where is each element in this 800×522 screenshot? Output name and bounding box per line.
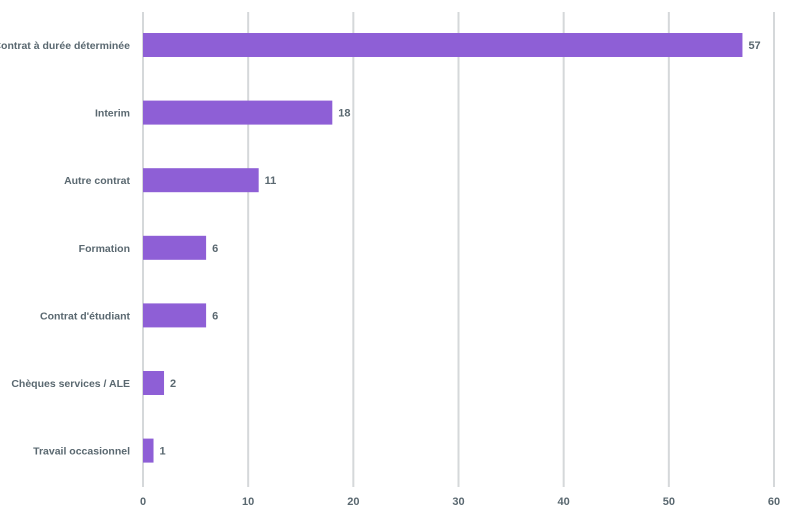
x-tick-label-60: 60: [768, 496, 780, 508]
bar-6: [143, 371, 165, 395]
data-label-3: 11: [265, 175, 277, 187]
x-tick-label-0: 0: [140, 496, 146, 508]
data-label-4: 6: [212, 243, 218, 255]
category-label-6: Chèques services / ALE: [11, 378, 130, 390]
x-tick-label-50: 50: [663, 496, 675, 508]
bar-1: [143, 33, 743, 57]
data-label-6: 2: [170, 378, 176, 390]
category-label-5: Contrat d'étudiant: [40, 310, 130, 322]
bar-2: [143, 100, 333, 125]
x-tick-label-10: 10: [242, 496, 254, 508]
category-label-1: Contrat à durée déterminée: [0, 40, 130, 52]
bars: [143, 33, 743, 463]
category-labels: Contrat à durée déterminée Interim Autre c…: [0, 40, 130, 458]
x-tick-label-30: 30: [452, 496, 464, 508]
grid-lines: [142, 12, 775, 487]
data-label-1: 57: [748, 40, 760, 52]
bar-5: [143, 303, 207, 328]
category-label-7: Travail occasionnel: [33, 446, 130, 458]
x-tick-label-20: 20: [347, 496, 359, 508]
data-label-2: 18: [338, 108, 350, 120]
data-labels: 57 18 11 6 6 2 1: [160, 40, 761, 458]
category-label-4: Formation: [79, 243, 130, 255]
data-label-7: 1: [160, 446, 166, 458]
bar-3: [143, 168, 259, 193]
category-label-2: Interim: [95, 108, 130, 120]
x-axis-ticks: 0 10 20 30 40 50 60: [140, 496, 780, 508]
x-tick-label-40: 40: [558, 496, 570, 508]
bar-4: [143, 235, 207, 260]
data-label-5: 6: [212, 310, 218, 322]
bar-7: [143, 438, 154, 463]
category-label-3: Autre contrat: [64, 175, 130, 187]
